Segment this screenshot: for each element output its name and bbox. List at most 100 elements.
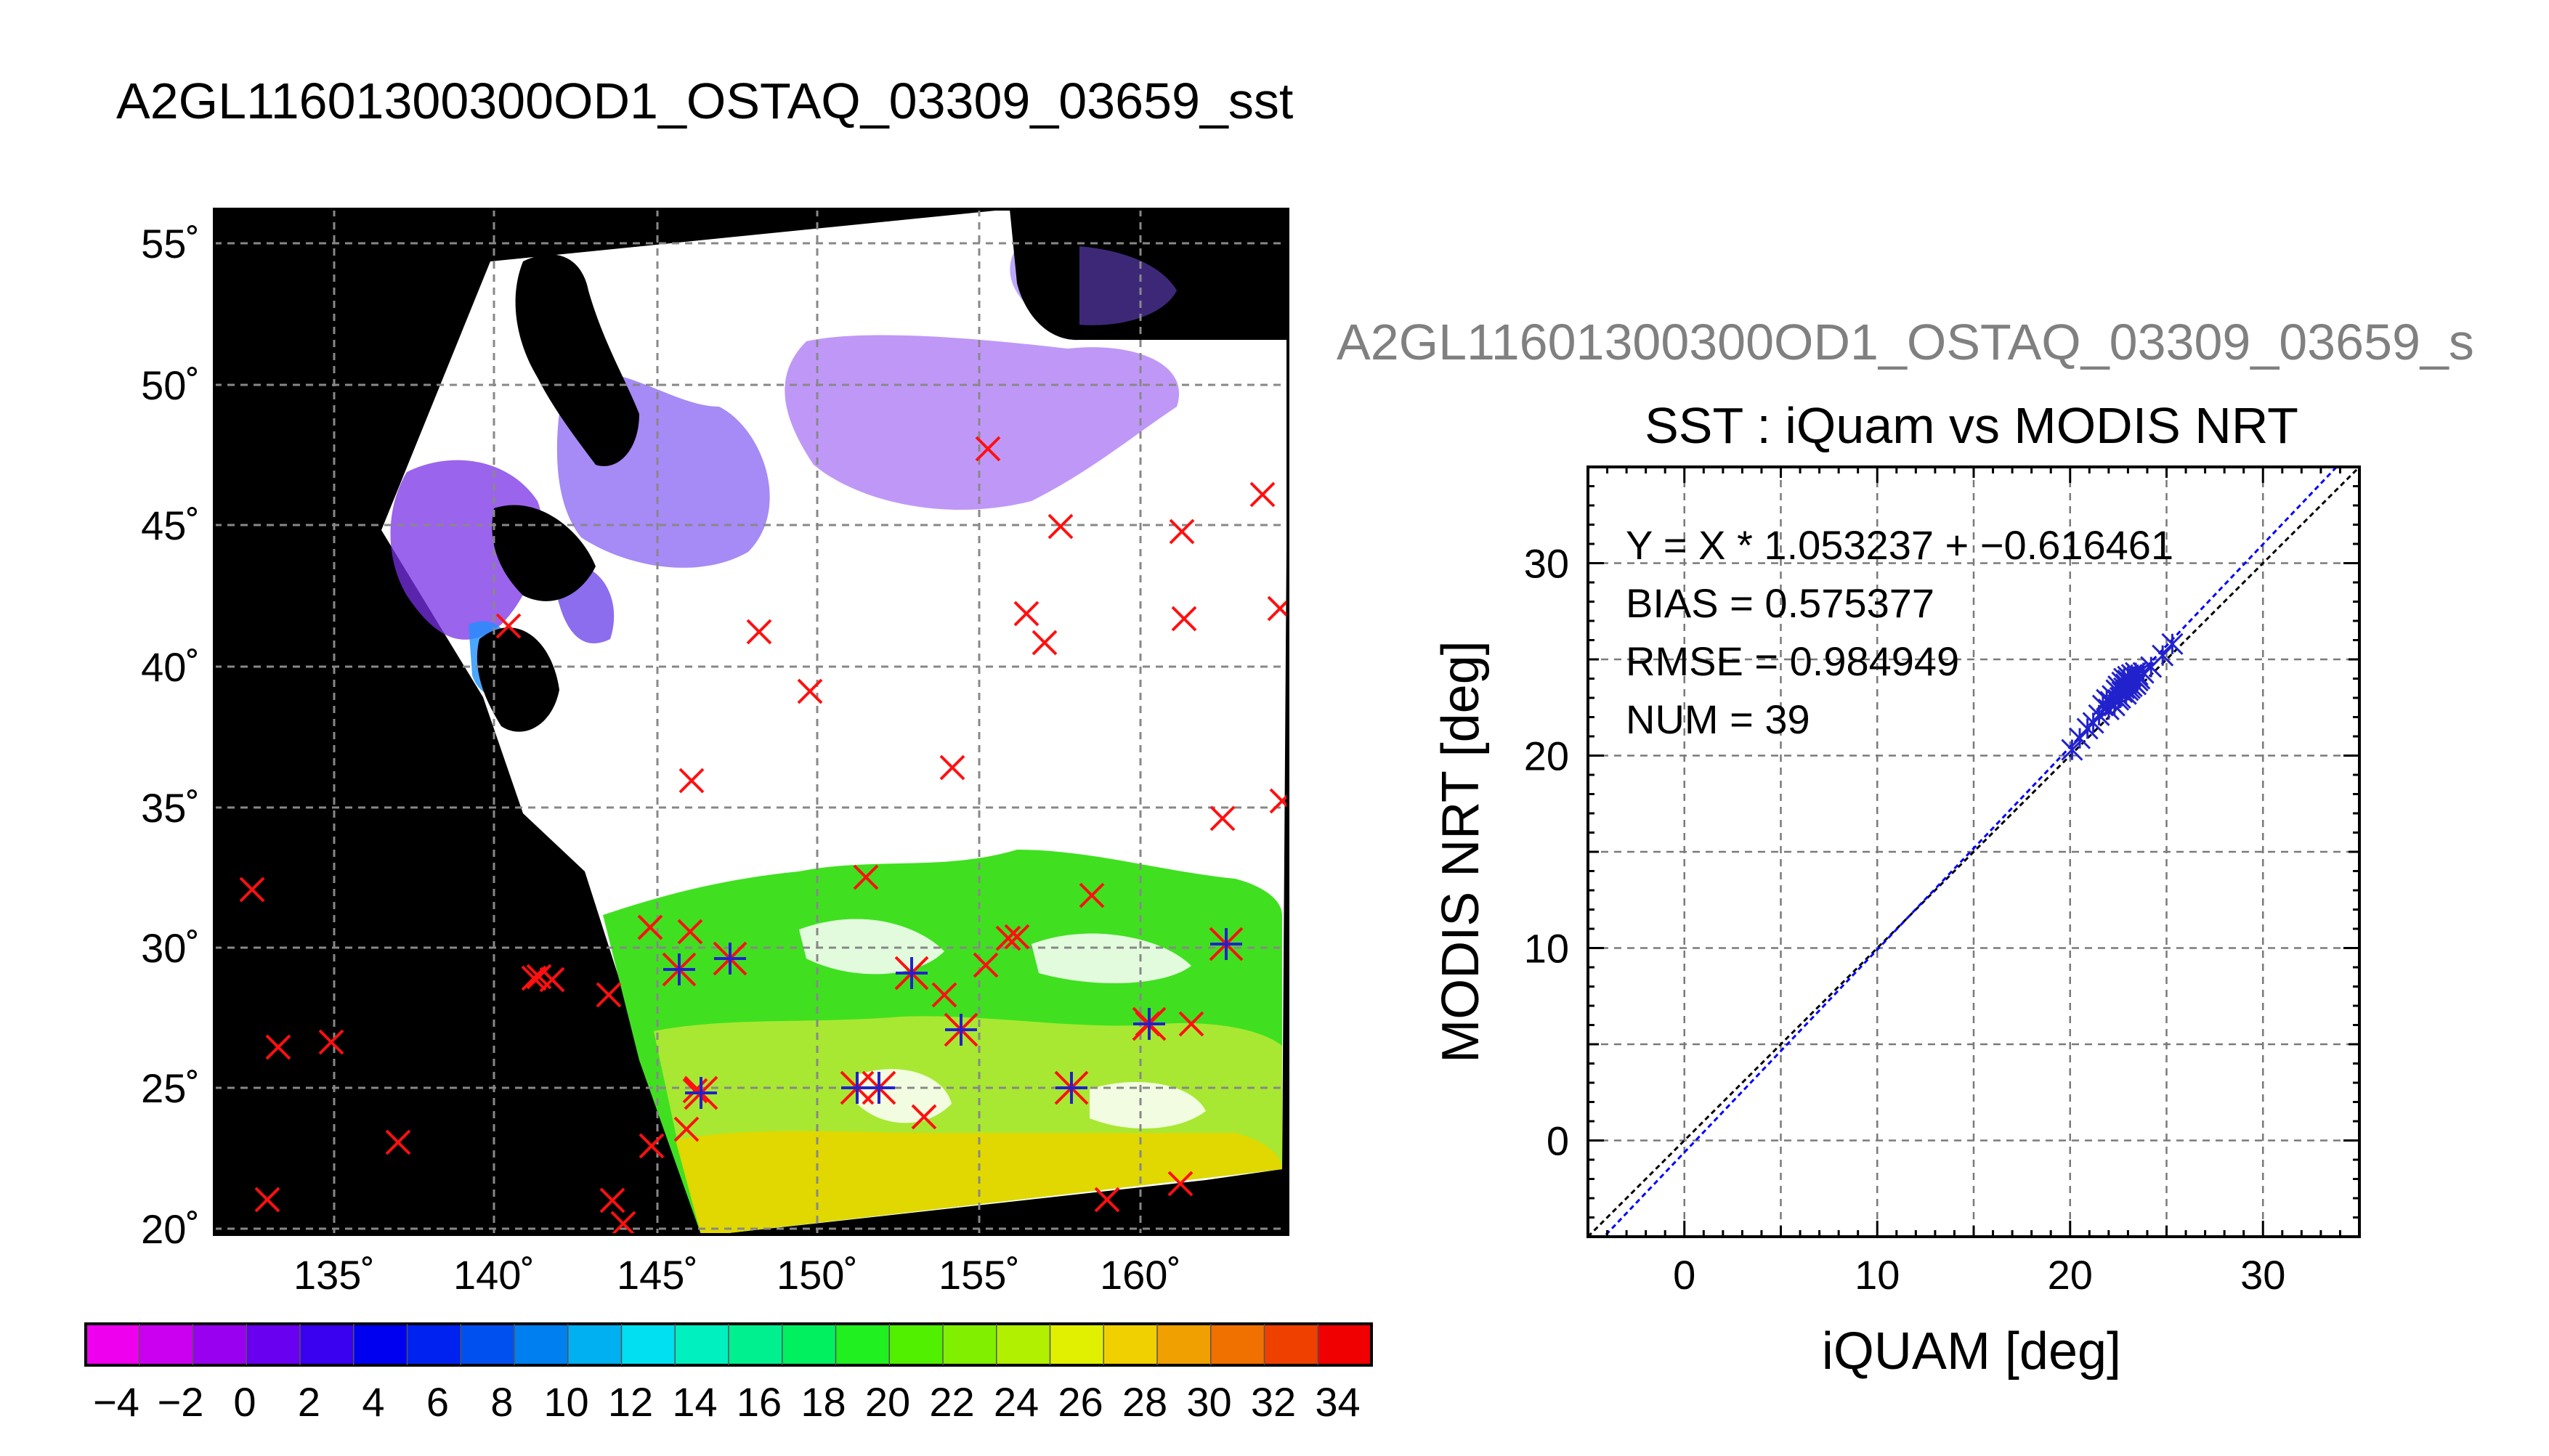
colorbar-swatch [729, 1324, 783, 1365]
colorbar-label: 32 [1251, 1379, 1296, 1425]
rmse-stat: RMSE = 0.984949 [1626, 638, 1959, 684]
longitude-labels: 135˚ 140˚ 145˚ 150˚ 155˚ 160˚ [293, 1252, 1181, 1298]
colorbar-swatch [1157, 1324, 1212, 1365]
colorbar-labels: −4 −2 0 2 4 6 8 10 12 14 16 18 20 22 24 26 28 30 32 34 [93, 1379, 1361, 1425]
map-gridlines [214, 209, 1288, 1235]
num-stat: NUM = 39 [1626, 696, 1810, 742]
mismatch-marker [639, 1133, 665, 1159]
mismatch-marker [975, 436, 1001, 462]
match-marker [944, 1012, 978, 1047]
colorbar-swatch [1210, 1324, 1265, 1365]
longitude-label: 155˚ [939, 1252, 1020, 1298]
tick-marks [1586, 465, 2361, 1238]
colorbar-swatch [889, 1324, 944, 1365]
bias-stat: BIAS = 0.575377 [1626, 580, 1934, 626]
latitude-label: 25˚ [141, 1065, 200, 1111]
cloud-gap [799, 919, 944, 975]
longitude-label: 150˚ [777, 1252, 858, 1298]
mismatch-marker [797, 678, 823, 704]
mismatch-marker [239, 877, 265, 903]
mismatch-marker [682, 1078, 708, 1104]
y-tick-label: 10 [1524, 926, 1569, 972]
mismatch-marker [1047, 513, 1074, 540]
colorbar-swatch [621, 1324, 676, 1365]
colorbar-label: 30 [1186, 1379, 1231, 1425]
chart-title: SST : iQuam vs MODIS NRT [1645, 397, 2298, 454]
mismatch-marker [1169, 518, 1195, 545]
sst-map [213, 208, 1289, 1236]
cloud-gap [857, 1069, 952, 1123]
landmass-kamchatka [1010, 209, 1079, 341]
y-tick-label: 0 [1547, 1118, 1569, 1164]
colorbar-label: 6 [426, 1379, 449, 1425]
match-marker [862, 1070, 896, 1105]
match-marker [1209, 927, 1244, 961]
latitude-label: 55˚ [141, 221, 200, 267]
y-tick-labels: 0 10 20 30 [1524, 541, 1569, 1164]
mismatch-marker [596, 982, 622, 1008]
x-tick-label: 30 [2240, 1252, 2285, 1298]
longitude-label: 145˚ [617, 1252, 698, 1298]
mismatch-marker [385, 1129, 411, 1155]
mismatch-marker [637, 914, 663, 940]
mismatch-marker [1209, 805, 1236, 831]
colorbar-label: 28 [1122, 1379, 1167, 1425]
mismatch-marker [995, 925, 1021, 951]
latitude-label: 35˚ [141, 785, 200, 831]
colorbar-swatch [139, 1324, 193, 1365]
colorbar-label: 20 [865, 1379, 910, 1425]
mismatch-marker [495, 613, 522, 639]
colorbar-label: 4 [362, 1379, 384, 1425]
longitude-label: 135˚ [293, 1252, 375, 1298]
mismatch-marker [254, 1187, 280, 1213]
latitude-label: 40˚ [141, 644, 200, 690]
colorbar-label: 16 [737, 1379, 782, 1425]
sst-patch-japan-sea [390, 460, 543, 640]
colorbar-label: −4 [93, 1379, 139, 1425]
landmass-honshu [477, 627, 559, 732]
mismatch-marker [265, 1034, 291, 1060]
mismatch-marker [677, 919, 703, 945]
colorbar-label: −2 [158, 1379, 204, 1425]
colorbar-label: 18 [801, 1379, 846, 1425]
mismatch-marker [678, 768, 705, 794]
colorbar-swatch [514, 1324, 569, 1365]
map-title: A2GL11601300300OD1_OSTAQ_03309_03659_sst [116, 73, 1293, 129]
data-point [2161, 633, 2184, 655]
mismatch-marker [1249, 481, 1276, 508]
mismatch-marker [673, 1116, 700, 1142]
match-marker [684, 1075, 718, 1110]
mismatch-marker [318, 1029, 344, 1055]
colorbar-swatch [996, 1324, 1050, 1365]
longitude-label: 140˚ [453, 1252, 535, 1298]
latitude-labels: 55˚ 50˚ 45˚ 40˚ 35˚ 30˚ 25˚ 20˚ [141, 221, 200, 1252]
mismatch-marker [1004, 924, 1030, 950]
colorbar-label: 12 [608, 1379, 653, 1425]
mismatch-marker [853, 864, 879, 890]
mismatch-marker [911, 1104, 937, 1130]
colorbar-label: 26 [1058, 1379, 1103, 1425]
mismatch-marker [931, 982, 957, 1008]
colorbar-swatch [86, 1324, 140, 1365]
match-marker [713, 941, 747, 976]
latitude-label: 30˚ [141, 925, 200, 971]
colorbar-swatch [1264, 1324, 1318, 1365]
mismatch-marker [1178, 1011, 1204, 1037]
colorbar-swatch [1050, 1324, 1104, 1365]
colorbar-swatch [300, 1324, 354, 1365]
x-axis-label: iQUAM [deg] [1822, 1322, 2121, 1380]
scatter-plot: 0 10 20 30 0 10 20 30 Y = X * 1.053237 + −0.61… [1524, 465, 2361, 1298]
mismatch-marker [973, 952, 999, 978]
colorbar-label: 14 [672, 1379, 717, 1425]
latitude-label: 45˚ [141, 503, 200, 548]
mismatch-marker [1171, 606, 1197, 632]
scatter-points [2061, 633, 2184, 761]
fit-line [1602, 467, 2338, 1237]
data-point [2152, 644, 2174, 667]
colorbar-swatch [407, 1324, 461, 1365]
latitude-label: 50˚ [141, 362, 200, 408]
mismatch-marker [599, 1187, 625, 1213]
scatter-header: A2GL11601300300OD1_OSTAQ_03309_03659_s [1337, 314, 2474, 370]
match-marker [1054, 1070, 1089, 1105]
colorbar-label: 10 [543, 1379, 588, 1425]
